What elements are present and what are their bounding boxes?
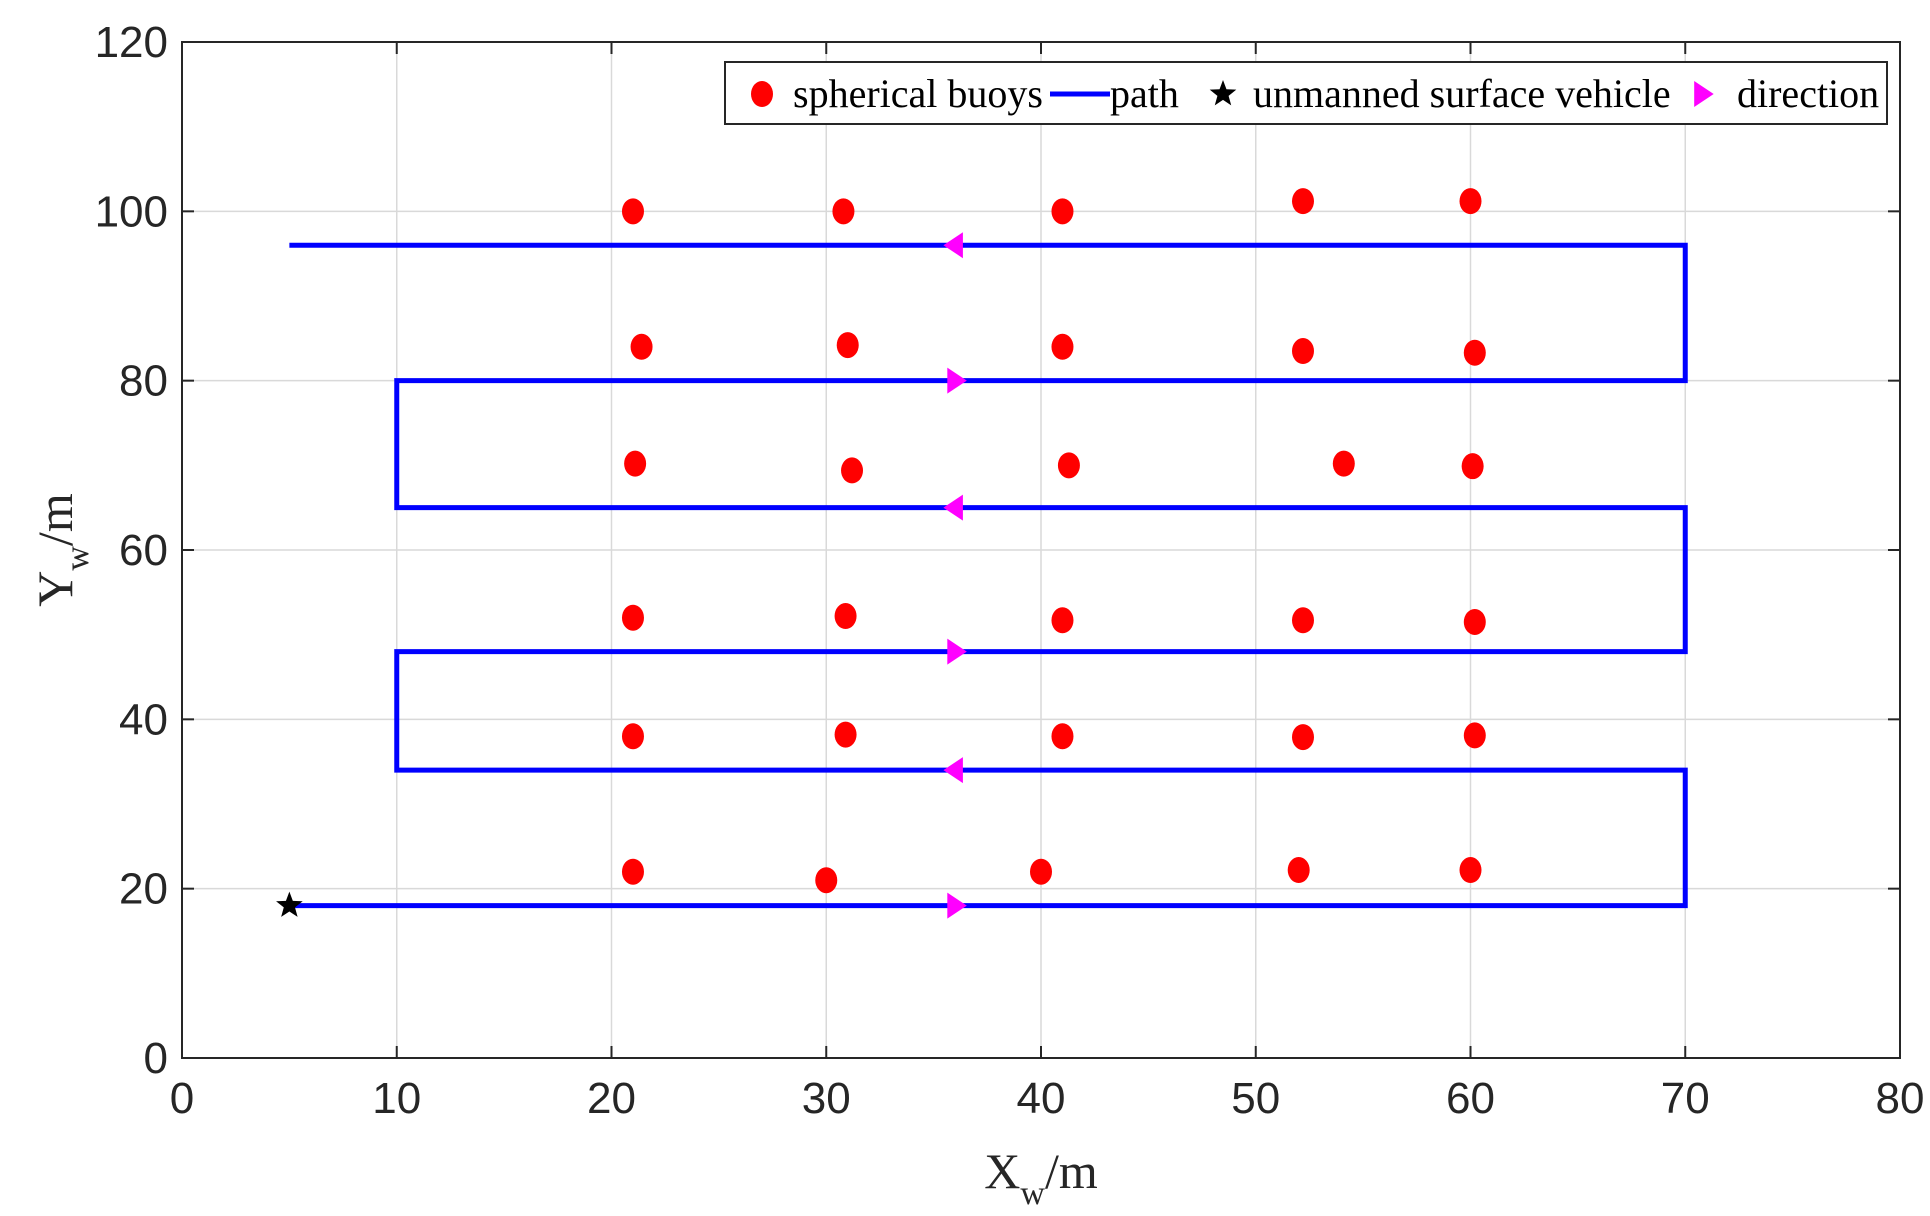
buoy-point: [1332, 450, 1355, 477]
y-tick-label: 60: [119, 526, 168, 575]
x-tick-label: 40: [1017, 1074, 1066, 1123]
x-axis-label: Xw/m: [984, 1143, 1098, 1212]
y-tick-label: 0: [144, 1034, 168, 1083]
buoy-point: [1287, 857, 1310, 884]
x-tick-label: 0: [170, 1074, 194, 1123]
y-tick-label: 100: [95, 187, 168, 236]
x-tick-label: 20: [587, 1074, 636, 1123]
buoy-point: [834, 603, 857, 630]
x-tick-label: 80: [1876, 1074, 1925, 1123]
axis-ticks: 0 10 20 30 40 50 60 70 80 0 20 40 60 80 100 120: [95, 18, 1925, 1123]
buoy-point: [1459, 857, 1482, 884]
direction-marker: [943, 757, 963, 784]
y-tick-label: 80: [119, 357, 168, 406]
y-tick-label: 120: [95, 18, 168, 67]
x-tick-label: 50: [1231, 1074, 1280, 1123]
buoy-point: [624, 450, 647, 477]
x-tick-label: 60: [1446, 1074, 1495, 1123]
buoy-point: [1051, 607, 1074, 634]
buoy-point: [621, 723, 644, 750]
buoy-point: [1291, 607, 1314, 634]
buoy-point: [1291, 188, 1314, 215]
buoy-point: [621, 604, 644, 631]
buoy-point: [1051, 723, 1074, 750]
direction-marker: [947, 892, 967, 919]
legend-box: [724, 61, 1888, 125]
buoy-point: [841, 457, 864, 484]
buoy-point: [1463, 339, 1486, 366]
direction-marker: [943, 494, 963, 521]
buoy-point: [630, 333, 653, 360]
buoy-point: [836, 332, 859, 359]
y-tick-label: 40: [119, 695, 168, 744]
y-axis-label: Yw/m: [27, 493, 96, 607]
buoy-point: [621, 198, 644, 225]
legend-buoy-marker: [751, 81, 773, 107]
legend-label: direction: [1737, 71, 1879, 116]
y-tick-label: 20: [119, 865, 168, 914]
buoy-point: [832, 198, 855, 225]
x-tick-label: 10: [372, 1074, 421, 1123]
buoy-point: [1463, 608, 1486, 635]
legend-direction-marker: [1694, 81, 1714, 107]
buoy-point: [1030, 858, 1052, 885]
buoy-point: [1051, 198, 1074, 225]
direction-marker: [947, 367, 967, 394]
legend-label: path: [1110, 71, 1179, 116]
direction-marker: [943, 232, 963, 259]
buoy-point: [1463, 722, 1486, 749]
x-tick-label: 30: [802, 1074, 851, 1123]
legend-label: spherical buoys: [793, 71, 1043, 116]
buoy-point: [1051, 333, 1074, 360]
legend-usv-marker: [1209, 80, 1237, 106]
buoy-point: [1291, 338, 1314, 365]
path-line: [289, 242, 1688, 909]
usv-marker: [276, 891, 303, 917]
buoy-point: [1057, 452, 1080, 479]
buoy-point: [1459, 188, 1482, 215]
buoy-point: [1291, 724, 1314, 751]
buoy-point: [834, 721, 857, 748]
direction-marker: [947, 638, 967, 665]
buoy-point: [815, 867, 838, 894]
x-tick-label: 70: [1661, 1074, 1710, 1123]
buoy-point: [1461, 453, 1484, 480]
legend-label: unmanned surface vehicle: [1253, 71, 1671, 116]
plot-area: [276, 188, 1688, 919]
legend: spherical buoys path unmanned surface vehi…: [724, 61, 1888, 125]
buoy-point: [621, 858, 644, 885]
